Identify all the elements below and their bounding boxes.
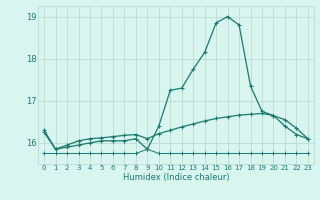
X-axis label: Humidex (Indice chaleur): Humidex (Indice chaleur): [123, 173, 229, 182]
